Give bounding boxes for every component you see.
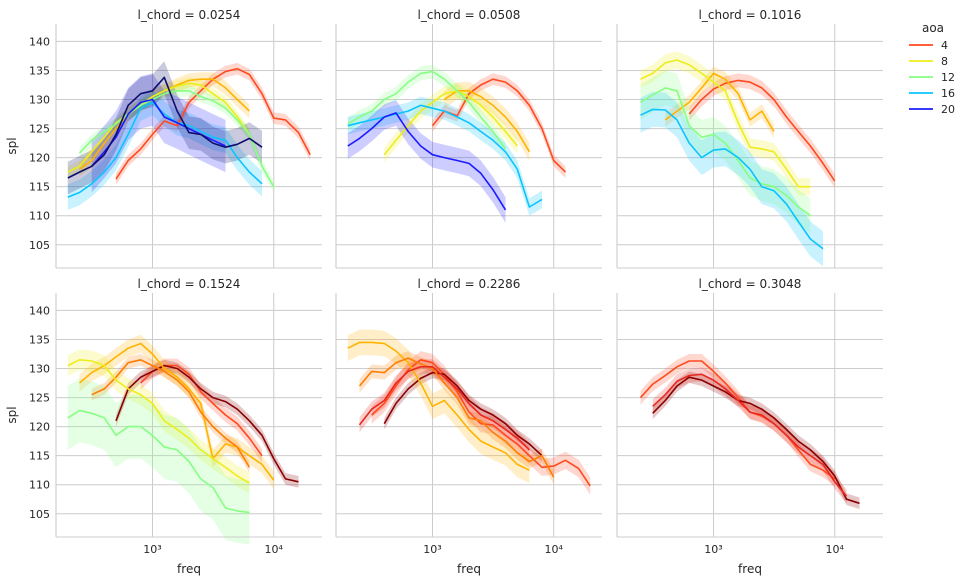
y-axis-label: spl <box>5 406 19 423</box>
x-tick-label: 10⁴ <box>265 543 284 556</box>
x-tick-label: 10³ <box>423 543 441 556</box>
confidence-band <box>140 358 262 463</box>
series-line <box>639 360 836 480</box>
series-line <box>443 90 531 153</box>
y-tick-label: 115 <box>29 181 50 194</box>
confidence-band <box>665 66 774 139</box>
y-tick-label: 105 <box>29 239 50 252</box>
y-tick-label: 120 <box>29 152 50 165</box>
facet-4: 10³ 10⁴ freq l_chord = 0.2286 <box>335 277 602 576</box>
confidence-band <box>444 82 530 161</box>
series-line <box>78 90 275 188</box>
confidence-band <box>67 61 262 195</box>
y-axis-label: spl <box>5 137 19 154</box>
confidence-band <box>640 354 835 486</box>
confidence-band <box>91 73 226 193</box>
facet-title: l_chord = 0.2286 <box>418 277 521 291</box>
facet-title: l_chord = 0.0508 <box>418 8 521 22</box>
x-tick-label: 10⁴ <box>545 543 564 556</box>
legend-label: 20 <box>941 103 955 116</box>
series-line <box>347 104 543 208</box>
series-line <box>640 59 811 188</box>
confidence-band <box>67 77 250 178</box>
x-axis-label: freq <box>738 562 762 576</box>
confidence-band <box>359 359 530 458</box>
confidence-band <box>79 334 274 489</box>
x-tick-label: 10³ <box>143 543 161 556</box>
series-line <box>67 358 250 484</box>
series-line <box>91 358 251 468</box>
series-line <box>67 82 251 173</box>
series-line <box>347 112 507 211</box>
confidence-band <box>91 354 250 474</box>
series-line <box>371 358 591 487</box>
facet-0: 105 110 115 120 125 130 135 140 spl l_chord = 0.0… <box>5 8 322 269</box>
series-line <box>431 78 567 173</box>
facet-title: l_chord = 0.3048 <box>699 277 802 291</box>
confidence-band <box>652 371 860 510</box>
y-tick-label: 130 <box>29 363 50 376</box>
x-axis-label: freq <box>457 562 481 576</box>
confidence-band <box>652 367 847 504</box>
facet-title: l_chord = 0.1524 <box>138 277 241 291</box>
facet-3: 105 110 115 120 125 130 135 140 spl 10³ 10⁴ freq l_c… <box>5 277 322 576</box>
y-tick-label: 110 <box>29 210 50 223</box>
x-axis-label: freq <box>177 562 201 576</box>
legend-label: 8 <box>941 55 948 68</box>
facet-2: l_chord = 0.1016 <box>616 8 883 269</box>
legend: aoa 4 8 12 16 20 <box>909 21 955 116</box>
legend-label: 16 <box>941 87 955 100</box>
y-tick-label: 140 <box>29 304 50 317</box>
series-line <box>652 376 860 505</box>
facet-title: l_chord = 0.0254 <box>138 8 241 22</box>
facet-5: 10³ 10⁴ freq l_chord = 0.3048 <box>616 277 883 576</box>
confidence-band <box>347 100 506 223</box>
y-tick-label: 125 <box>29 392 50 405</box>
confidence-band <box>640 51 811 196</box>
series-line <box>640 87 811 217</box>
y-tick-label: 120 <box>29 421 50 434</box>
x-tick-label: 10⁴ <box>826 543 845 556</box>
confidence-band <box>67 378 250 545</box>
confidence-band <box>79 85 274 193</box>
series-line <box>347 341 530 471</box>
y-tick-label: 105 <box>29 508 50 521</box>
y-tick-label: 140 <box>29 35 50 48</box>
series-line <box>640 108 824 250</box>
legend-label: 4 <box>941 39 948 52</box>
confidence-band <box>640 70 811 234</box>
series-line <box>688 79 836 182</box>
series-line <box>383 371 543 457</box>
confidence-band <box>116 359 299 488</box>
series-line <box>67 409 250 514</box>
y-tick-label: 135 <box>29 333 50 346</box>
series-line <box>652 373 848 497</box>
legend-title: aoa <box>922 21 944 35</box>
confidence-band <box>384 83 518 163</box>
facet-title: l_chord = 0.1016 <box>699 8 802 22</box>
series-line <box>358 357 555 478</box>
legend-label: 12 <box>941 71 955 84</box>
y-tick-label: 130 <box>29 94 50 107</box>
y-tick-label: 115 <box>29 450 50 463</box>
confidence-band <box>347 329 530 483</box>
confidence-band <box>347 96 542 216</box>
confidence-band <box>347 64 506 156</box>
series-line <box>67 76 263 179</box>
x-tick-label: 10³ <box>704 543 722 556</box>
facet-1: l_chord = 0.0508 <box>335 8 602 269</box>
y-tick-label: 125 <box>29 123 50 136</box>
confidence-band <box>67 349 250 494</box>
y-tick-label: 135 <box>29 64 50 77</box>
series-line <box>78 342 275 481</box>
series-line <box>347 70 507 150</box>
series-line <box>358 365 530 451</box>
y-tick-label: 110 <box>29 479 50 492</box>
series-line <box>115 364 299 483</box>
